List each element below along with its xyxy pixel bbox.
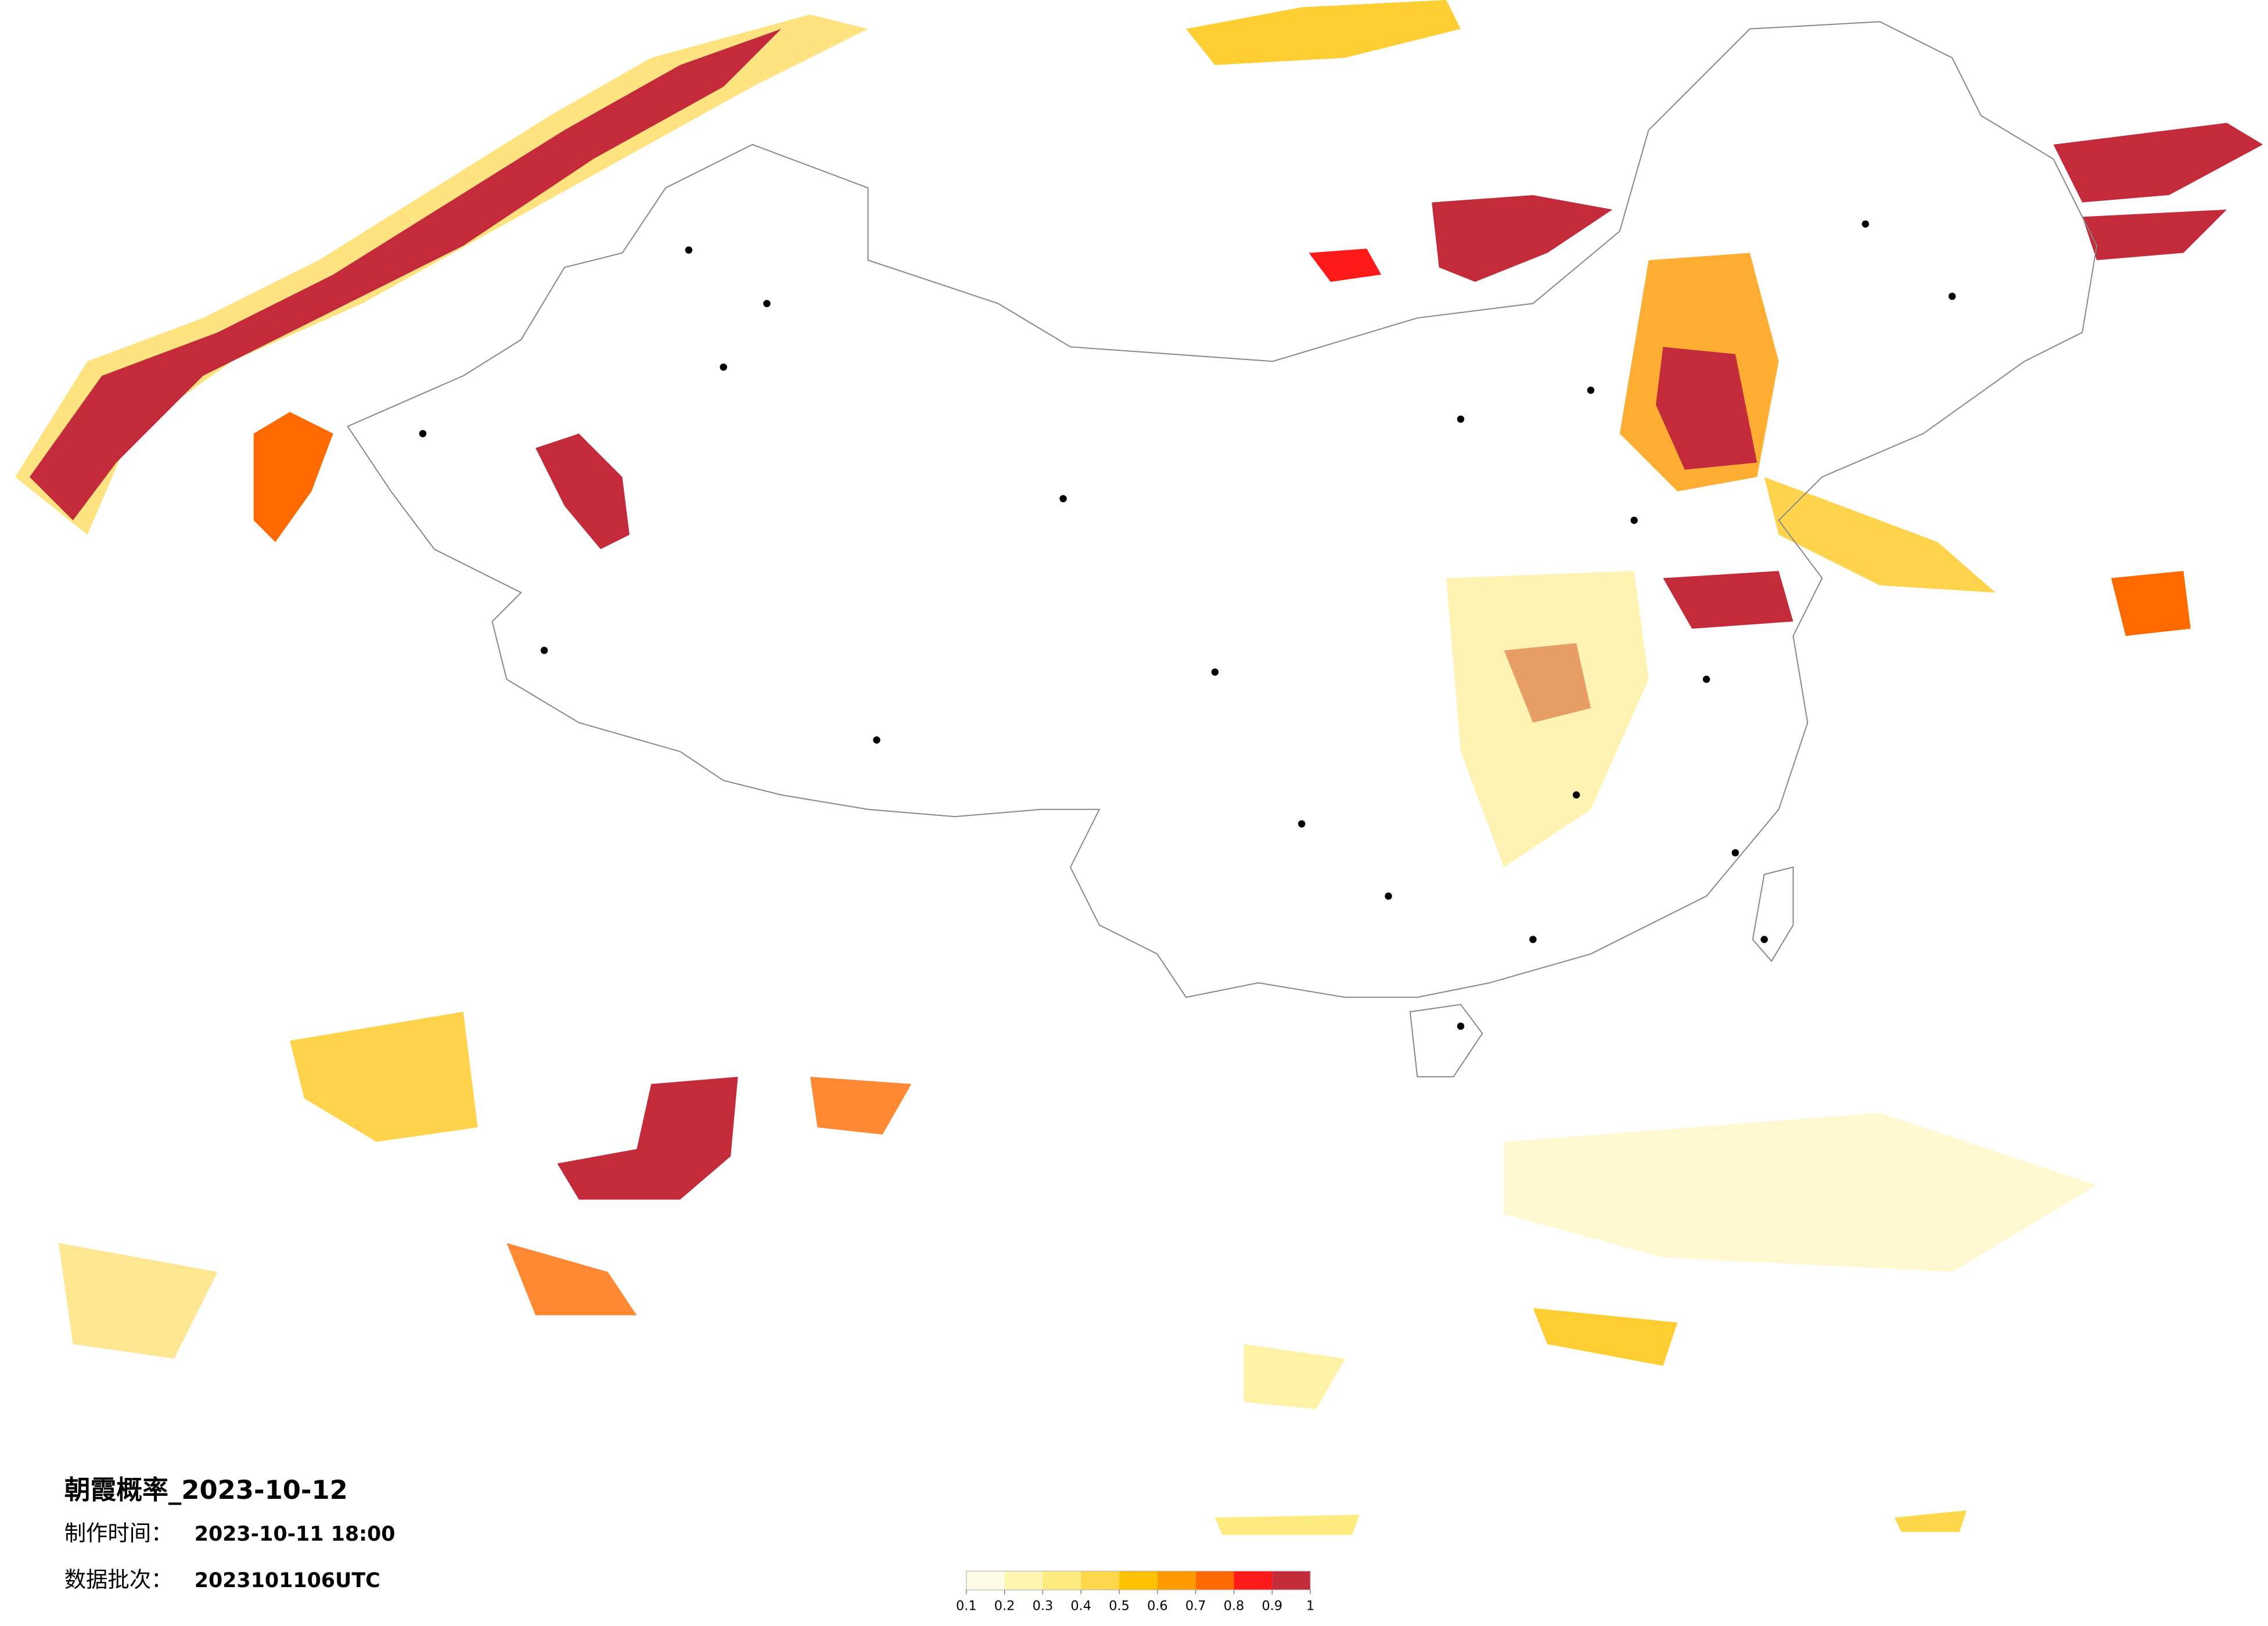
colorbar-swatch xyxy=(966,1571,1005,1590)
colorbar-tick-label: 0.3 xyxy=(1033,1599,1054,1614)
colorbar-swatch xyxy=(1119,1571,1158,1590)
cities xyxy=(419,220,1956,1030)
probability-field xyxy=(15,0,2263,1535)
colorbar-tick-label: 0.7 xyxy=(1185,1599,1206,1614)
colorbar-tick-label: 0.6 xyxy=(1147,1599,1168,1614)
colorbar-tick-label: 1 xyxy=(1306,1599,1314,1614)
made-time-value: 2023-10-11 18:00 xyxy=(195,1523,396,1546)
data-batch-value: 2023101106UTC xyxy=(195,1569,380,1592)
country-border xyxy=(347,21,2098,1078)
colorbar-tick-label: 0.1 xyxy=(956,1599,977,1614)
colorbar-tick-label: 0.9 xyxy=(1262,1599,1283,1614)
title: 朝霞概率_2023-10-12 xyxy=(64,1474,348,1505)
colorbar-swatch xyxy=(1004,1571,1043,1590)
colorbar: 0.1 0.2 0.3 0.4 0.5 0.6 0.7 0.8 0.9 1 xyxy=(956,1570,1314,1614)
colorbar-swatch xyxy=(1157,1571,1196,1590)
colorbar-swatch xyxy=(1234,1571,1273,1590)
colorbar-tick-label: 0.2 xyxy=(994,1599,1015,1614)
colorbar-tick-label: 0.4 xyxy=(1070,1599,1091,1614)
colorbar-swatch xyxy=(1195,1571,1234,1590)
colorbar-swatch xyxy=(1043,1571,1081,1590)
made-time-label: 制作时间： xyxy=(64,1520,173,1546)
data-batch-label: 数据批次： xyxy=(64,1567,173,1592)
colorbar-tick-label: 0.5 xyxy=(1109,1599,1130,1614)
colorbar-frame xyxy=(966,1570,1311,1591)
colorbar-tick-label: 0.8 xyxy=(1224,1599,1245,1614)
colorbar-swatch xyxy=(1081,1571,1120,1590)
colorbar-swatch xyxy=(1272,1571,1311,1590)
